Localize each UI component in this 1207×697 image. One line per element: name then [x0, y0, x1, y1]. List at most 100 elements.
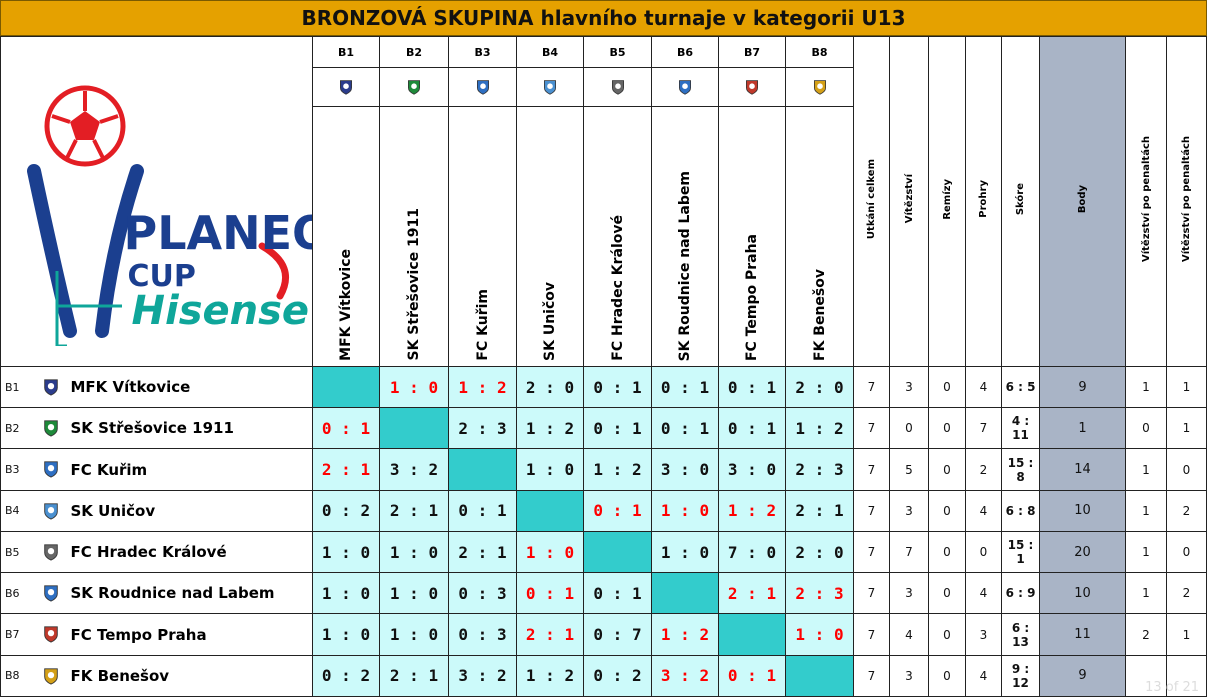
stat-played: 7: [853, 407, 890, 450]
stat-wins: 3: [889, 654, 929, 697]
stat-losses: 7: [965, 407, 1002, 450]
match-score: 1 : 0: [379, 365, 449, 409]
match-score: 1 : 0: [516, 448, 584, 491]
stat-header-label: Vítězství po penaltách: [1181, 135, 1192, 262]
column-crest: [785, 67, 854, 108]
stat-penalty-wins-2: [1166, 654, 1207, 697]
match-score: 1 : 0: [379, 530, 449, 574]
stat-points: 9: [1039, 654, 1126, 697]
match-score: 0 : 1: [718, 407, 786, 450]
stat-played: 7: [853, 365, 890, 409]
stat-draws: 0: [928, 365, 966, 409]
row-code: B4: [0, 489, 38, 532]
row-team-name: SK Roudnice nad Labem: [64, 572, 313, 615]
column-team-label: SK Roudnice nad Labem: [677, 170, 693, 361]
column-team-name: FK Benešov: [785, 106, 854, 367]
stat-penalty-wins: 1: [1125, 448, 1167, 491]
crest-b1-icon: [44, 379, 58, 396]
match-score: 1 : 2: [516, 407, 584, 450]
match-score: 2 : 0: [785, 530, 854, 574]
stat-draws: 0: [928, 613, 966, 656]
stat-wins: 5: [889, 448, 929, 491]
self-cell: [448, 448, 517, 491]
column-code: B2: [379, 35, 449, 69]
row-team-name: SK Střešovice 1911: [64, 407, 313, 450]
stat-points: 10: [1039, 489, 1126, 532]
column-crest: [718, 67, 786, 108]
row-code: B2: [0, 407, 38, 450]
match-score: 0 : 7: [583, 613, 652, 656]
crest-b5-icon: [44, 544, 58, 561]
row-crest: [37, 654, 65, 697]
match-score: 1 : 2: [651, 613, 719, 656]
match-score: 2 : 3: [785, 448, 854, 491]
stat-header-label: Skóre: [1015, 182, 1026, 216]
stat-draws: 0: [928, 448, 966, 491]
match-score: 1 : 2: [448, 365, 517, 409]
match-score: 1 : 0: [379, 613, 449, 656]
match-score: 1 : 0: [651, 530, 719, 574]
crest-b6-icon: [679, 80, 691, 95]
stat-header: Body: [1039, 36, 1126, 367]
standings-table: PLANEO CUP Hisense B1 B2 B3 B4 B5 B6 B7 B8 Utkání c…: [0, 35, 1207, 697]
row-code: B1: [0, 365, 38, 409]
match-score: 0 : 1: [718, 365, 786, 409]
stat-played: 7: [853, 654, 890, 697]
column-team-label: FK Benešov: [811, 268, 828, 361]
match-score: 0 : 1: [583, 407, 652, 450]
match-score: 0 : 2: [312, 654, 380, 697]
stat-penalty-wins: 0: [1125, 407, 1167, 450]
self-cell: [379, 407, 449, 450]
stat-header-label: Vítězství po penaltách: [1140, 135, 1152, 262]
row-code: B7: [0, 613, 38, 656]
column-crest: [448, 67, 517, 108]
column-code: B4: [516, 35, 584, 69]
row-crest: [37, 613, 65, 656]
match-score: 1 : 0: [312, 530, 380, 574]
stat-score: 6 : 5: [1001, 365, 1040, 409]
match-score: 0 : 1: [312, 407, 380, 450]
row-team-name: FC Kuřim: [64, 448, 313, 491]
match-score: 3 : 0: [718, 448, 786, 491]
match-score: 1 : 0: [785, 613, 854, 656]
row-code: B6: [0, 572, 38, 615]
stat-penalty-wins: 1: [1125, 530, 1167, 574]
match-score: 2 : 3: [448, 407, 517, 450]
match-score: 2 : 1: [379, 489, 449, 532]
row-crest: [37, 407, 65, 450]
match-score: 1 : 2: [583, 448, 652, 491]
column-team-label: FC Kuřim: [474, 289, 491, 361]
match-score: 3 : 2: [448, 654, 517, 697]
column-team-name: SK Střešovice 1911: [379, 106, 449, 367]
column-code: B8: [785, 35, 854, 69]
row-crest: [37, 448, 65, 491]
column-team-name: FC Hradec Králové: [583, 106, 652, 367]
stat-wins: 3: [889, 489, 929, 532]
stat-losses: 0: [965, 530, 1002, 574]
crest-b8-icon: [813, 80, 826, 95]
stat-score: 15 : 8: [1001, 448, 1040, 491]
stat-wins: 7: [889, 530, 929, 574]
match-score: 1 : 0: [516, 530, 584, 574]
stat-score: 6 : 8: [1001, 489, 1040, 532]
stat-header-label: Vítězství: [903, 174, 915, 224]
column-team-name: FC Kuřim: [448, 106, 517, 367]
match-score: 0 : 2: [312, 489, 380, 532]
match-score: 2 : 1: [312, 448, 380, 491]
column-team-name: SK Roudnice nad Labem: [651, 106, 719, 367]
column-crest: [583, 67, 652, 108]
match-score: 1 : 2: [718, 489, 786, 532]
stat-penalty-wins-2: 0: [1166, 448, 1207, 491]
row-team-name: FC Hradec Králové: [64, 530, 313, 574]
stat-losses: 4: [965, 489, 1002, 532]
stat-points: 1: [1039, 407, 1126, 450]
match-score: 2 : 0: [516, 365, 584, 409]
stat-header-label: Prohry: [978, 180, 989, 218]
crest-b4-icon: [44, 503, 58, 520]
stat-wins: 3: [889, 572, 929, 615]
